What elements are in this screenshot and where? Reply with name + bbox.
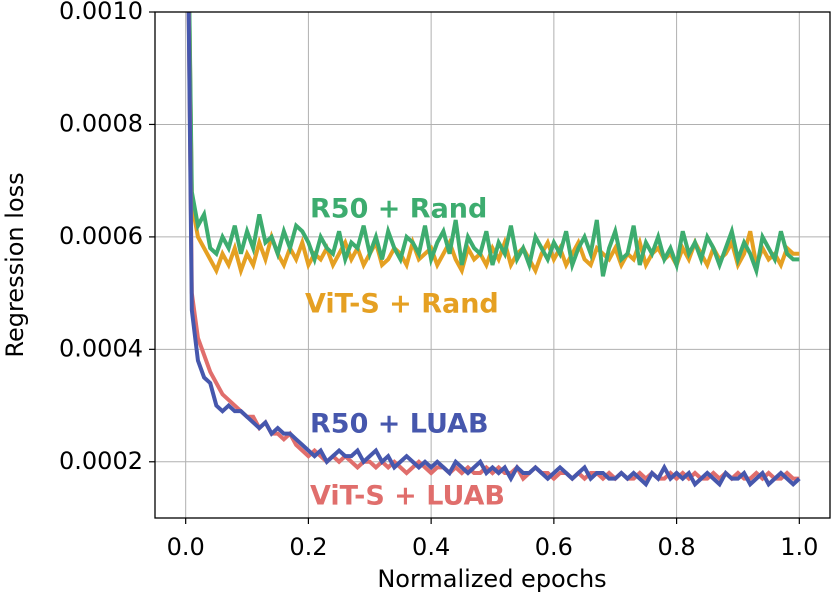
x-tick-label: 0.4: [412, 533, 450, 561]
y-tick-label: 0.0008: [59, 109, 143, 137]
x-tick-label: 0.8: [658, 533, 696, 561]
series-line: [186, 12, 801, 488]
series-line: [187, 12, 800, 278]
y-axis-label: Regression loss: [1, 172, 29, 357]
y-tick-label: 0.0006: [59, 222, 143, 250]
y-tick-label: 0.0004: [59, 334, 143, 362]
series-label: R50 + LUAB: [310, 409, 489, 440]
x-tick-label: 0.2: [289, 533, 327, 561]
y-tick-label: 0.0010: [59, 0, 143, 25]
plot-lines: [186, 12, 801, 488]
series-label: ViT-S + Rand: [305, 289, 499, 320]
y-tick-label: 0.0002: [59, 447, 143, 475]
series-label: ViT-S + LUAB: [310, 481, 505, 512]
labels: 0.0 0.2 0.4 0.6 0.8 1.0 0.0002 0.0004 0.0006 0.00…: [59, 0, 818, 561]
x-tick-label: 0.0: [167, 533, 205, 561]
series-line: [187, 12, 800, 279]
x-tick-label: 0.6: [535, 533, 573, 561]
x-axis-label: Normalized epochs: [377, 565, 606, 593]
x-tick-label: 1.0: [780, 533, 818, 561]
series-label: R50 + Rand: [310, 194, 487, 225]
plot-frame: [154, 11, 831, 519]
